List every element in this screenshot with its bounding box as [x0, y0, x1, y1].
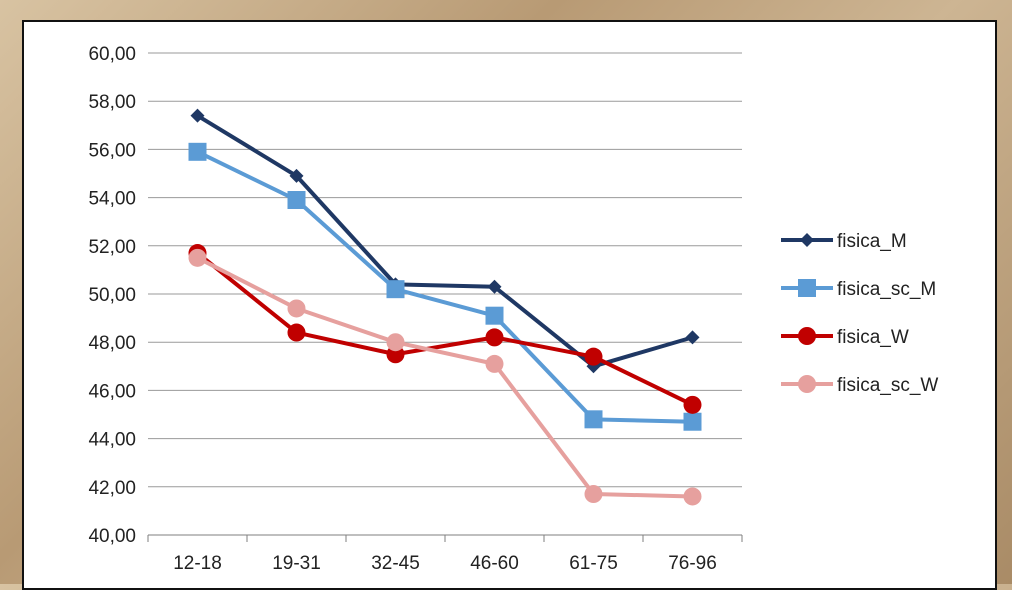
y-tick-label: 58,00 [88, 92, 136, 113]
x-tick-label: 12-18 [173, 553, 222, 574]
y-tick-label: 40,00 [88, 526, 136, 547]
data-point-fisica_M [487, 279, 502, 294]
y-tick-label: 52,00 [88, 237, 136, 258]
data-point-fisica_sc_M [188, 142, 207, 161]
chart-frame [22, 20, 997, 590]
data-point-fisica_sc_W [683, 487, 702, 506]
legend-label-fisica_M: fisica_M [837, 231, 907, 252]
series-line-fisica_sc_M [196, 150, 693, 424]
data-point-fisica_sc_W [584, 485, 603, 504]
legend-marker-fisica_sc_W [798, 375, 816, 393]
data-point-fisica_sc_M [485, 306, 504, 325]
legend-marker-fisica_M [800, 233, 814, 247]
data-point-fisica_sc_M [386, 280, 405, 299]
data-point-fisica_sc_W [188, 248, 207, 267]
data-point-fisica_M [289, 168, 304, 183]
x-tick-label: 32-45 [371, 553, 420, 574]
y-tick-label: 46,00 [88, 381, 136, 402]
y-tick-label: 44,00 [88, 430, 136, 451]
data-point-fisica_W [485, 328, 504, 347]
x-tick-label: 76-96 [668, 553, 717, 574]
data-point-fisica_sc_M [287, 191, 306, 210]
legend-label-fisica_sc_W: fisica_sc_W [837, 375, 938, 396]
y-tick-label: 56,00 [88, 140, 136, 161]
x-tick-label: 61-75 [569, 553, 618, 574]
y-tick-label: 50,00 [88, 285, 136, 306]
data-point-fisica_W [584, 347, 603, 366]
data-point-fisica_M [685, 330, 700, 345]
series-line-fisica_M [196, 113, 694, 369]
data-point-fisica_M [190, 108, 205, 123]
data-point-fisica_sc_W [287, 299, 306, 318]
legend-marker-fisica_sc_M [798, 279, 816, 297]
data-point-fisica_W [287, 323, 306, 342]
legend-label-fisica_W: fisica_W [837, 327, 909, 348]
data-point-fisica_sc_W [485, 354, 504, 373]
x-tick-label: 46-60 [470, 553, 519, 574]
y-tick-label: 60,00 [88, 44, 136, 65]
y-tick-label: 42,00 [88, 478, 136, 499]
legend-label-fisica_sc_M: fisica_sc_M [837, 279, 936, 300]
legend-marker-fisica_W [798, 327, 816, 345]
data-point-fisica_sc_W [386, 333, 405, 352]
series-line-fisica_W [196, 251, 694, 407]
y-tick-label: 48,00 [88, 333, 136, 354]
data-point-fisica_W [683, 395, 702, 414]
data-point-fisica_sc_M [584, 410, 603, 429]
series-line-fisica_sc_W [196, 256, 693, 499]
x-tick-label: 19-31 [272, 553, 321, 574]
data-point-fisica_sc_M [683, 412, 702, 431]
y-tick-label: 54,00 [88, 189, 136, 210]
